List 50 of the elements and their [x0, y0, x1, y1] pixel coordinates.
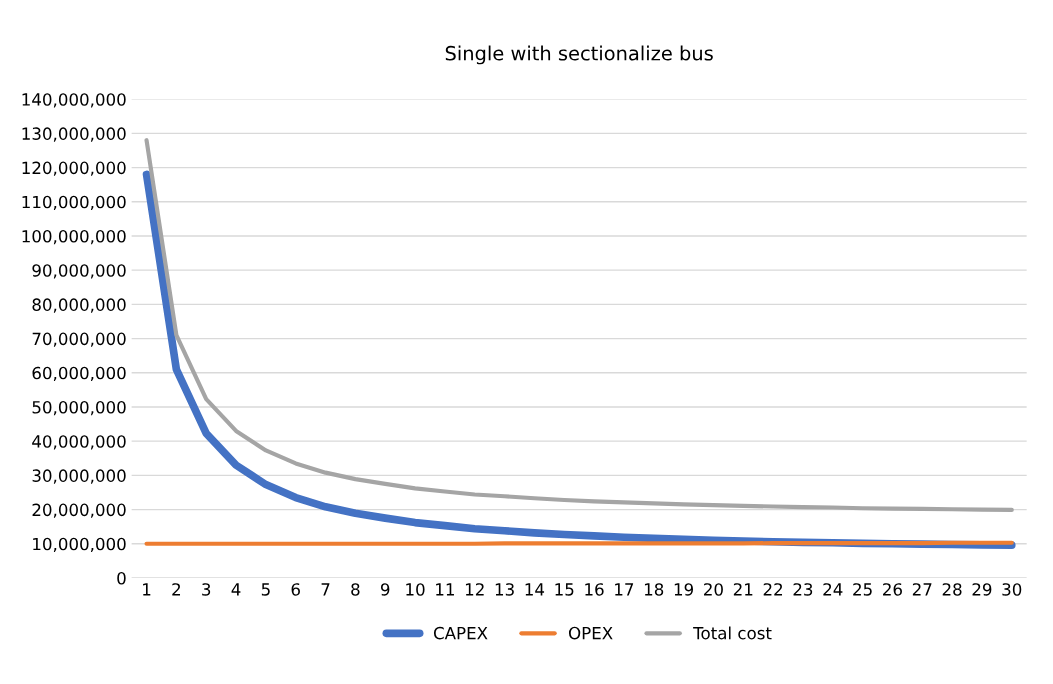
x-tick-label: 21: [733, 583, 753, 596]
legend-label: CAPEX: [433, 626, 488, 640]
y-tick-label: 60,000,000: [32, 366, 126, 382]
x-tick-label: 8: [351, 583, 360, 596]
x-tick-label: 19: [674, 583, 693, 596]
x-tick-label: 10: [406, 583, 425, 596]
x-tick-label: 23: [793, 583, 813, 596]
legend-label: Total cost: [693, 626, 772, 640]
x-tick-label: 20: [704, 583, 723, 596]
y-tick-label: 50,000,000: [32, 400, 126, 416]
x-tick-label: 3: [202, 583, 211, 596]
x-tick-label: 17: [615, 583, 634, 596]
x-tick-label: 29: [972, 583, 992, 596]
x-tick-label: 14: [525, 583, 545, 596]
legend-label: OPEX: [568, 626, 613, 640]
y-tick-label: 20,000,000: [32, 503, 126, 518]
x-tick-label: 5: [261, 583, 270, 596]
chart-title: Single with sectionalize bus: [445, 45, 713, 65]
y-tick-label: 70,000,000: [32, 332, 126, 347]
y-tick-label: 90,000,000: [32, 264, 126, 279]
x-tick-label: 16: [585, 583, 604, 596]
x-tick-label: 18: [644, 583, 664, 596]
x-tick-label: 24: [823, 583, 843, 596]
x-tick-label: 28: [942, 583, 962, 596]
y-tick-label: 30,000,000: [32, 469, 126, 484]
y-tick-label: 40,000,000: [32, 435, 126, 450]
x-tick-label: 11: [436, 583, 454, 596]
y-tick-label: 80,000,000: [32, 298, 126, 313]
x-tick-label: 27: [912, 583, 932, 596]
y-tick-label: 130,000,000: [22, 127, 126, 142]
x-tick-label: 4: [231, 583, 241, 596]
x-tick-label: 30: [1002, 583, 1022, 596]
x-tick-label: 22: [763, 583, 783, 596]
x-tick-label: 2: [172, 583, 181, 596]
x-tick-label: 7: [321, 583, 330, 596]
x-tick-label: 9: [380, 583, 390, 596]
y-tick-label: 140,000,000: [22, 93, 126, 108]
x-tick-label: 1: [143, 583, 151, 596]
y-tick-label: 120,000,000: [22, 161, 126, 176]
x-tick-label: 12: [465, 583, 484, 596]
x-tick-label: 26: [883, 583, 902, 596]
y-tick-label: 10,000,000: [33, 537, 126, 553]
line-series: [144, 138, 1014, 513]
x-tick-label: 15: [555, 583, 574, 596]
y-tick-label: 100,000,000: [22, 229, 126, 245]
x-tick-label: 25: [853, 583, 872, 596]
x-tick-label: 13: [495, 583, 514, 596]
y-tick-label: 110,000,000: [22, 195, 126, 211]
y-tick-label: 0: [117, 571, 126, 585]
x-tick-label: 6: [291, 583, 300, 596]
